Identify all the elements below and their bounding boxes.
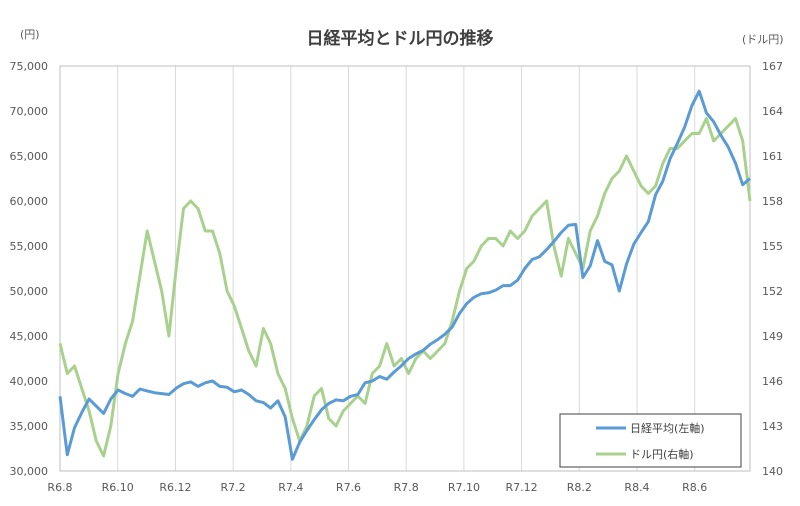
x-tick-label: R6.12 xyxy=(159,481,191,494)
right-y-tick-label: 155 xyxy=(762,240,783,253)
vertical-gridlines xyxy=(117,66,696,471)
legend-label-usdjpy: ドル円(右軸) xyxy=(630,447,694,461)
x-tick-label: R7.8 xyxy=(394,481,419,494)
right-y-tick-label: 164 xyxy=(762,105,783,118)
legend-box xyxy=(559,413,742,468)
x-axis-ticks: R6.8 R6.10 R6.12 R7.2 R7.4 R7.6 R7.8 R7.10 R7.12… xyxy=(47,481,707,494)
right-y-tick-label: 158 xyxy=(762,195,783,208)
series-line-nikkei xyxy=(58,89,751,461)
x-tick-label: R8.2 xyxy=(567,481,592,494)
right-y-tick-label: 146 xyxy=(762,375,783,388)
left-y-tick-label: 65,000 xyxy=(10,150,49,163)
x-tick-label: R8.4 xyxy=(624,481,649,494)
right-y-tick-label: 149 xyxy=(762,330,783,343)
left-y-tick-label: 45,000 xyxy=(10,330,49,343)
left-y-tick-label: 30,000 xyxy=(10,465,49,478)
right-axis-unit: (ドル円) xyxy=(742,33,784,46)
right-y-tick-label: 161 xyxy=(762,150,783,163)
series-line-usdjpy xyxy=(58,117,752,458)
right-y-axis-ticks: 140 143 146 149 152 155 158 161 164 167 xyxy=(762,60,783,478)
legend: 日経平均(左軸) ドル円(右軸) xyxy=(559,413,742,468)
x-tick-label: R7.12 xyxy=(506,481,538,494)
plot-frame xyxy=(59,65,751,472)
left-axis-unit: (円) xyxy=(20,28,40,41)
left-y-tick-label: 35,000 xyxy=(10,420,49,433)
right-y-tick-label: 167 xyxy=(762,60,783,73)
right-y-tick-label: 143 xyxy=(762,420,783,433)
x-tick-label: R7.4 xyxy=(278,481,303,494)
left-y-tick-label: 60,000 xyxy=(10,195,49,208)
right-y-tick-label: 140 xyxy=(762,465,783,478)
left-y-axis-ticks: 30,000 35,000 40,000 45,000 50,000 55,000 60,0… xyxy=(10,60,49,478)
x-tick-label: R6.10 xyxy=(102,481,134,494)
chart-title: 日経平均とドル円の推移 xyxy=(307,28,494,49)
x-tick-label: R6.8 xyxy=(47,481,72,494)
right-y-tick-label: 152 xyxy=(762,285,783,298)
legend-label-nikkei: 日経平均(左軸) xyxy=(630,421,705,435)
left-y-tick-label: 70,000 xyxy=(10,105,49,118)
left-y-tick-label: 40,000 xyxy=(10,375,49,388)
left-y-tick-label: 50,000 xyxy=(10,285,49,298)
x-tick-label: R7.2 xyxy=(221,481,246,494)
x-tick-label: R8.6 xyxy=(682,481,707,494)
left-y-tick-label: 55,000 xyxy=(10,240,49,253)
x-tick-label: R7.10 xyxy=(448,481,480,494)
x-tick-label: R7.6 xyxy=(336,481,361,494)
left-y-tick-label: 75,000 xyxy=(10,60,49,73)
